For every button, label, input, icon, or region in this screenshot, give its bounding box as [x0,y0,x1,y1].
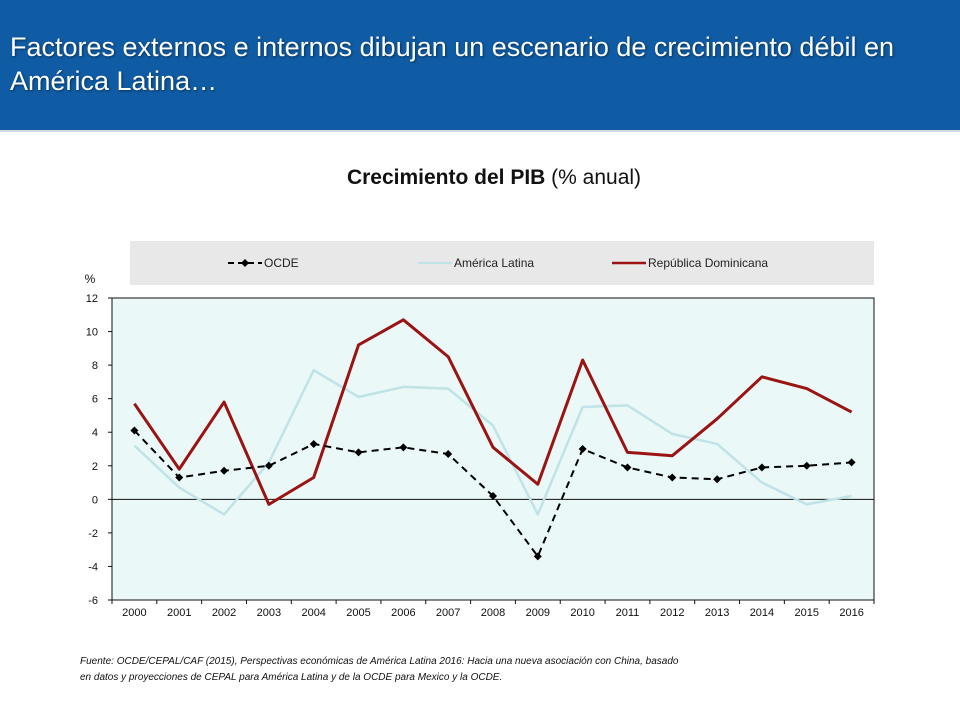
source-line-1: Fuente: OCDE/CEPAL/CAF (2015), Perspecti… [80,656,679,667]
x-tick-label: 2012 [660,607,684,619]
ocde-point [533,552,542,561]
x-tick-label: 2013 [705,607,729,619]
legend-marker-0 [241,259,249,267]
x-tick-label: 2010 [570,607,594,619]
x-tick-label: 2011 [616,607,640,619]
y-tick-label: 0 [92,494,98,506]
x-tick-label: 2014 [750,607,774,619]
x-tick-label: 2015 [795,607,819,619]
y-tick-label: -2 [88,528,98,540]
ocde-point [668,473,677,482]
legend-label-2: República Dominicana [648,256,768,270]
y-tick-label: 8 [92,360,98,372]
ocde-point [802,461,811,470]
chart-title: Crecimiento del PIB (% anual) [0,166,960,190]
y-tick-label: 12 [86,293,98,305]
ocde-point [623,463,632,472]
slide-title: Factores externos e internos dibujan un … [10,32,895,96]
y-tick-label: -4 [88,561,98,573]
title-banner: Factores externos e internos dibujan un … [0,0,960,132]
x-tick-label: 2006 [391,607,415,619]
y-tick-label: 6 [92,394,98,406]
y-tick-label: 4 [92,427,98,439]
x-tick-label: 2004 [301,607,325,619]
source-note: Fuente: OCDE/CEPAL/CAF (2015), Perspecti… [80,654,800,686]
source-line-2: en datos y proyecciones de CEPAL para Am… [80,672,503,683]
ocde-point [220,466,229,475]
x-tick-label: 2000 [122,607,146,619]
x-tick-label: 2016 [839,607,863,619]
x-tick-label: 2001 [167,607,191,619]
y-tick-label: 10 [86,327,98,339]
ocde-point [444,450,453,459]
series-line-1 [133,368,852,516]
ocde-point [309,439,318,448]
ocde-point [354,448,363,457]
y-tick-label: 2 [92,461,98,473]
legend-label-0: OCDE [264,256,299,270]
ocde-point [264,461,273,470]
ocde-point [130,426,139,435]
legend-label-1: América Latina [454,256,534,270]
chart-title-unit: (% anual) [551,166,642,189]
ocde-point [757,463,766,472]
ocde-point [578,445,587,453]
x-tick-label: 2002 [212,607,236,619]
x-tick-label: 2003 [257,607,281,619]
ocde-point [847,458,856,467]
x-tick-label: 2005 [346,607,370,619]
y-axis-label: % [85,272,96,286]
x-tick-label: 2007 [436,607,460,619]
y-tick-label: -6 [88,595,98,607]
ocde-point [399,443,408,452]
chart-title-main: Crecimiento del PIB [346,166,546,189]
ocde-point [713,475,722,484]
x-tick-label: 2008 [481,607,505,619]
series-line-2 [133,318,853,506]
ocde-point [175,473,184,482]
x-tick-label: 2009 [526,607,550,619]
ocde-point [489,491,497,500]
